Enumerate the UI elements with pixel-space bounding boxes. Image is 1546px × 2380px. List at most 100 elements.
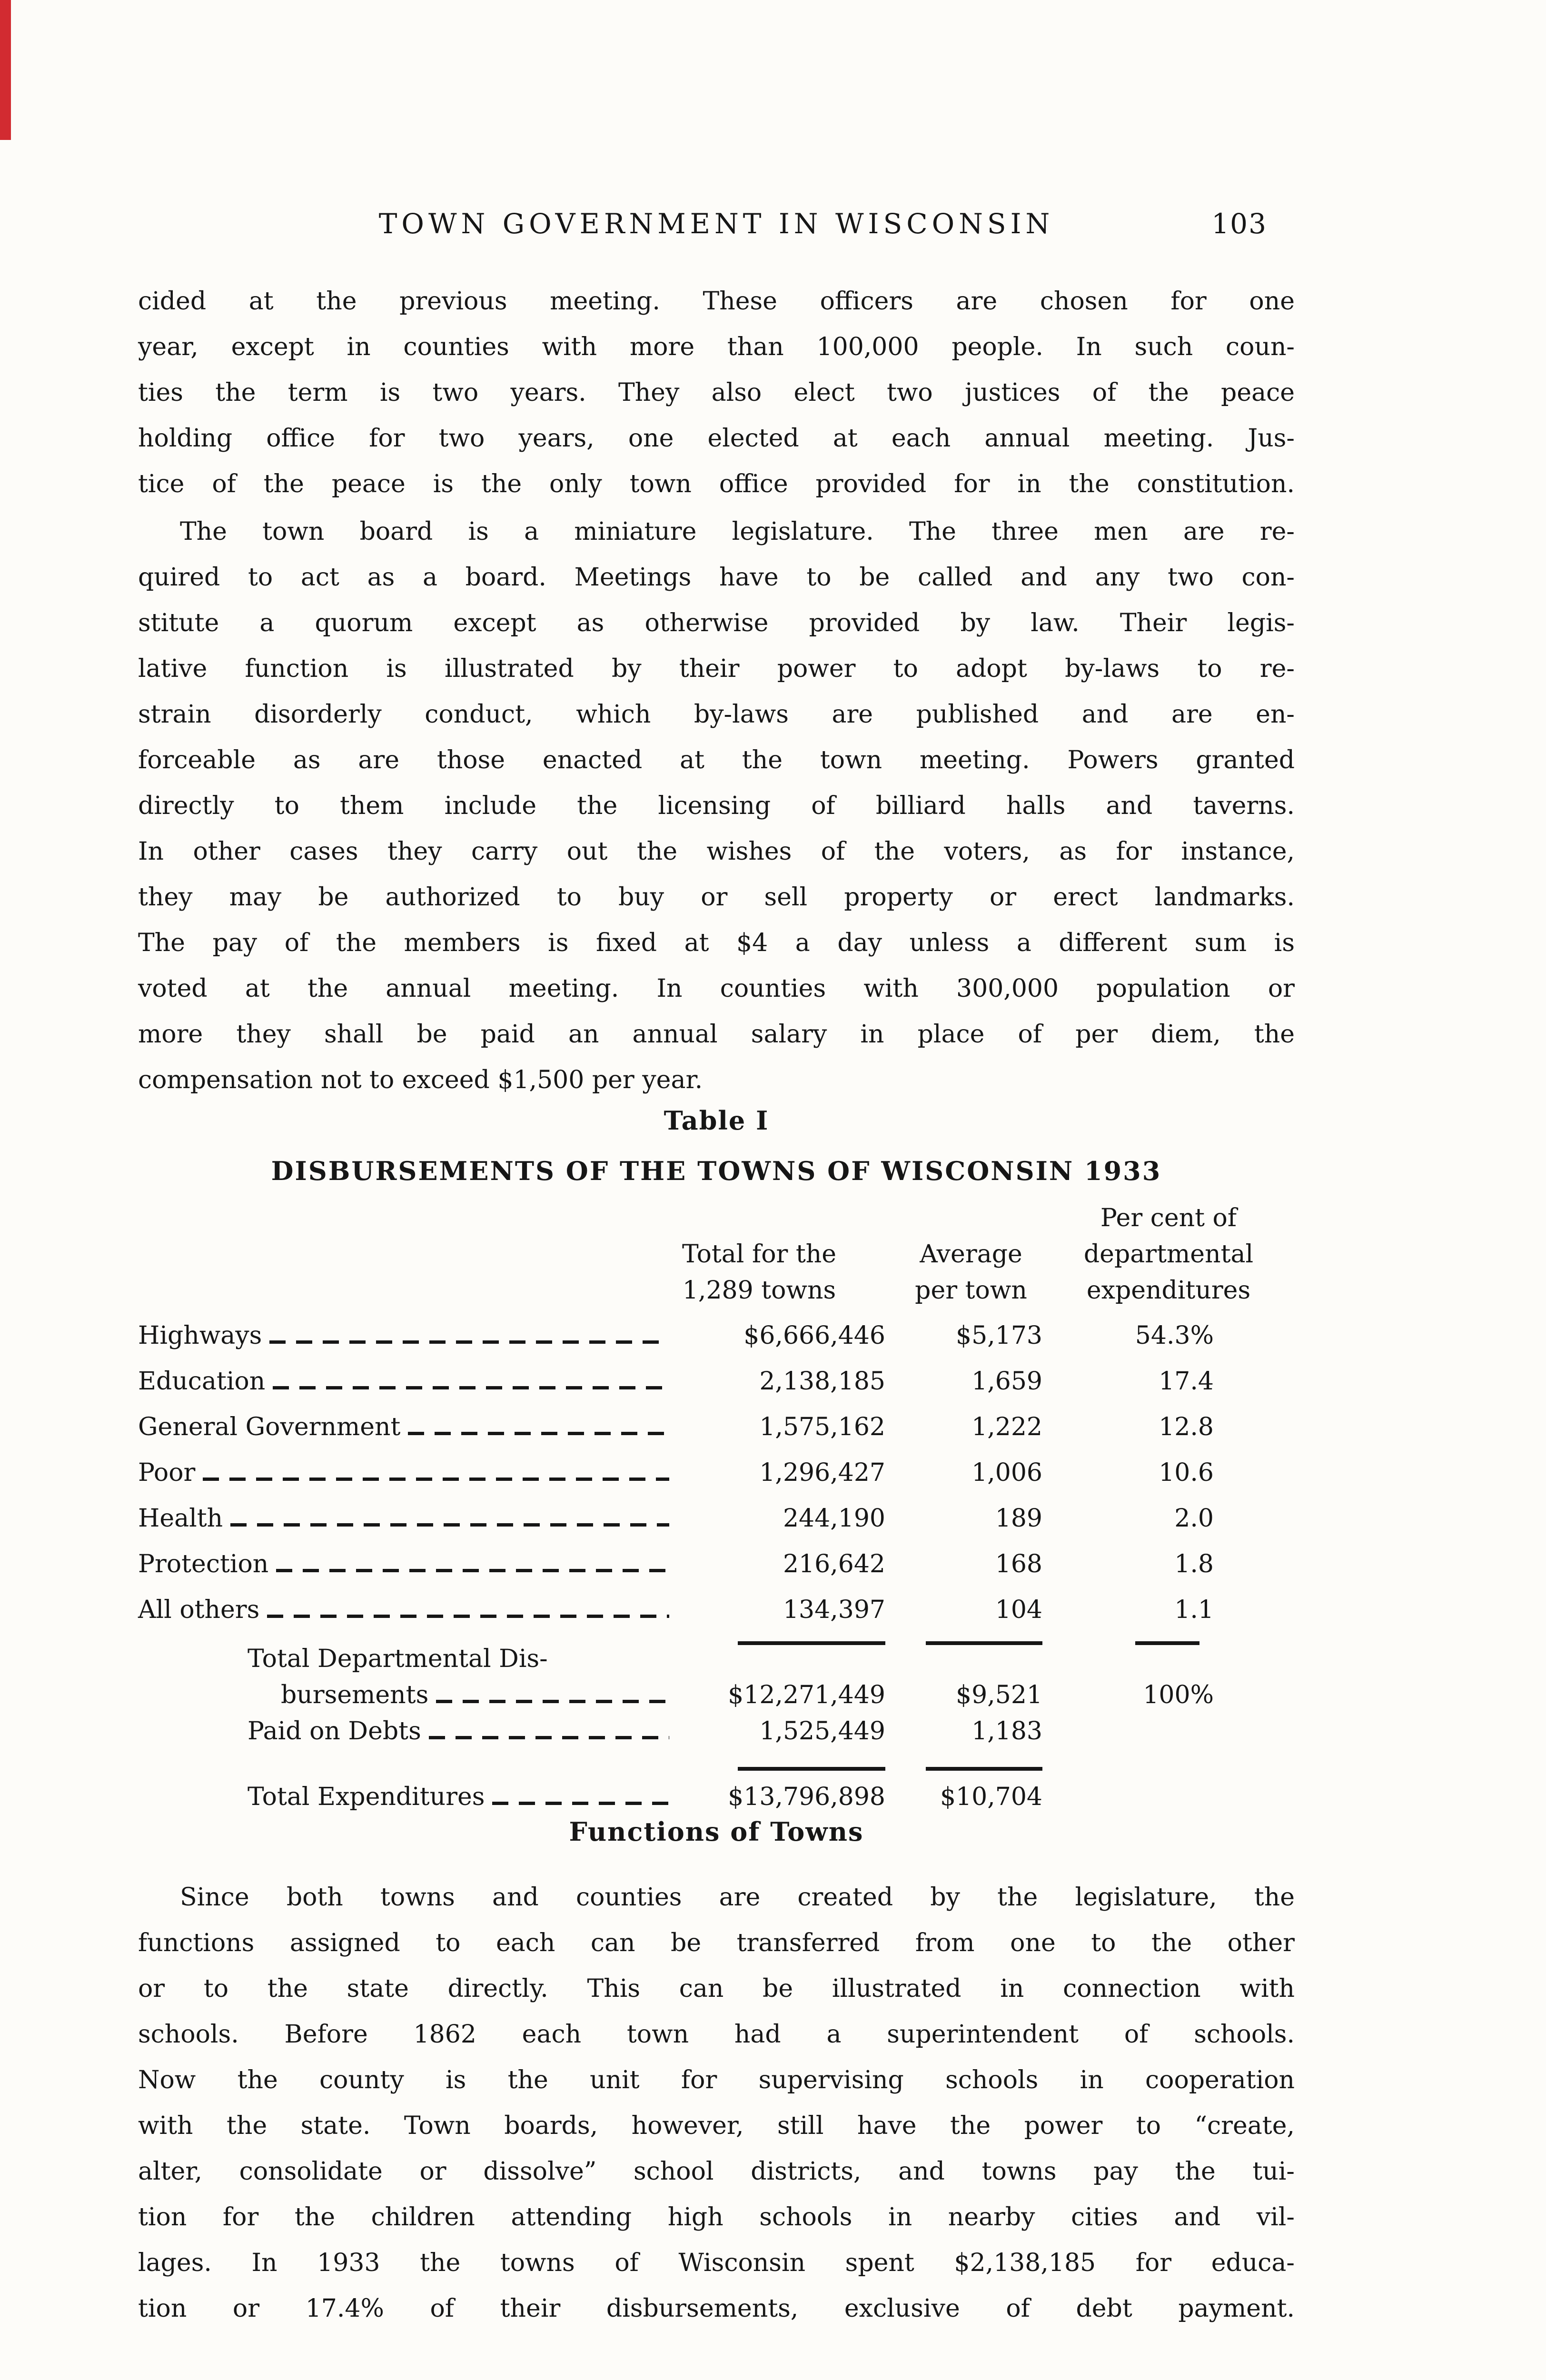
table-caption: Table I	[664, 1105, 769, 1136]
dash-leader	[273, 1386, 669, 1389]
text-line: quired to act as a board. Meetings have …	[138, 563, 1295, 592]
paragraph-2: The town board is a miniature legislatur…	[138, 509, 1295, 1103]
text-line: strain disorderly conduct, which by-laws…	[138, 700, 1295, 729]
cell-total: 1,296,427	[759, 1458, 885, 1487]
text-line: tice of the peace is the only town offic…	[138, 470, 1295, 498]
row-label: Education	[138, 1367, 266, 1396]
cell-average: $10,704	[940, 1783, 1042, 1811]
text-line: forceable as are those enacted at the to…	[138, 746, 1295, 774]
row-label: Highways	[138, 1321, 262, 1350]
cell-total: 216,642	[783, 1550, 885, 1578]
column-header-line: Per cent of	[1100, 1204, 1237, 1232]
cell-percent: 1.8	[1174, 1550, 1214, 1578]
column-rule	[738, 1767, 885, 1771]
paragraph-1: cided at the previous meeting. These off…	[138, 278, 1295, 507]
paragraph-3: Since both towns and counties are create…	[138, 1874, 1295, 2331]
column-rule	[926, 1767, 1042, 1771]
running-head-title: TOWN GOVERNMENT IN WISCONSIN	[378, 208, 1054, 240]
cell-percent: 54.3%	[1135, 1321, 1214, 1350]
text-line: The pay of the members is fixed at $4 a …	[138, 929, 1295, 957]
table-row: Protection 216,642 168 1.8	[138, 1541, 1295, 1587]
column-header-percent: Per cent of departmental expenditures	[1042, 1200, 1295, 1309]
column-header-line: Total for the	[682, 1240, 837, 1269]
text-line: year, except in counties with more than …	[138, 333, 1295, 361]
table-row-total-expenditures: Total Expenditures $13,796,898 $10,704	[138, 1779, 1295, 1815]
cell-average: 1,659	[971, 1367, 1042, 1396]
row-label: Protection	[138, 1550, 269, 1578]
cell-percent: 2.0	[1174, 1504, 1214, 1533]
text-line: lative function is illustrated by their …	[138, 654, 1295, 683]
table-row-total-departmental-2: bursements $12,271,449 $9,521 100%	[138, 1677, 1295, 1713]
text-line: Since both towns and counties are create…	[180, 1883, 1295, 1912]
cell-average: 104	[995, 1596, 1042, 1624]
row-label: bursements	[281, 1681, 429, 1709]
row-label: Poor	[138, 1458, 196, 1487]
text-line: or to the state directly. This can be il…	[138, 1974, 1295, 2003]
cell-total: 1,525,449	[759, 1717, 885, 1745]
cell-total: 1,575,162	[759, 1413, 885, 1441]
text-line: holding office for two years, one electe…	[138, 424, 1295, 453]
dash-leader	[428, 1736, 669, 1739]
cell-average: $9,521	[956, 1681, 1042, 1709]
dash-leader	[203, 1478, 669, 1481]
text-line: lages. In 1933 the towns of Wisconsin sp…	[138, 2249, 1295, 2277]
column-rule	[1135, 1641, 1199, 1645]
dash-leader	[276, 1569, 669, 1572]
cell-average: 1,183	[971, 1717, 1042, 1745]
text-line: alter, consolidate or dissolve” school d…	[138, 2157, 1295, 2186]
text-line: Now the county is the unit for supervisi…	[138, 2066, 1295, 2094]
column-header-line: Average	[920, 1240, 1022, 1269]
dash-leader	[408, 1432, 669, 1435]
text-line: ties the term is two years. They also el…	[138, 378, 1295, 407]
cell-percent: 1.1	[1174, 1596, 1214, 1624]
table-row: Health 244,190 189 2.0	[138, 1496, 1295, 1541]
table-grand-total: Total Expenditures $13,796,898 $10,704	[138, 1779, 1295, 1815]
table-body: Highways $6,666,446 $5,173 54.3% Education 2,…	[138, 1313, 1295, 1633]
cell-percent: 100%	[1143, 1681, 1214, 1709]
column-header-line: per town	[915, 1276, 1027, 1305]
row-label: General Government	[138, 1413, 401, 1441]
dash-leader	[269, 1340, 669, 1344]
text-line: tion or 17.4% of their disbursements, ex…	[138, 2294, 1295, 2323]
column-header-line: expenditures	[1086, 1276, 1251, 1305]
column-header-total: Total for the 1,289 towns	[645, 1236, 873, 1309]
text-line: they may be authorized to buy or sell pr…	[138, 883, 1295, 912]
dash-leader	[436, 1700, 669, 1703]
text-line: schools. Before 1862 each town had a sup…	[138, 2020, 1295, 2049]
column-rule	[926, 1641, 1042, 1645]
dash-leader	[492, 1802, 669, 1805]
row-label: Total Expenditures	[248, 1783, 485, 1811]
table-row: Poor 1,296,427 1,006 10.6	[138, 1450, 1295, 1496]
text-line: cided at the previous meeting. These off…	[138, 287, 1295, 316]
cell-total: 134,397	[783, 1596, 885, 1624]
cell-percent: 17.4	[1159, 1367, 1214, 1396]
row-label: All others	[138, 1596, 260, 1624]
cell-average: 1,222	[971, 1413, 1042, 1441]
dash-leader	[230, 1523, 669, 1527]
cell-total: 244,190	[783, 1504, 885, 1533]
text-line: more they shall be paid an annual salary…	[138, 1020, 1295, 1049]
column-rule	[738, 1641, 885, 1645]
text-line: functions assigned to each can be transf…	[138, 1929, 1295, 1957]
table-totals: Total Departmental Dis- bursements $12,2…	[138, 1641, 1295, 1749]
row-label: Total Departmental Dis-	[248, 1645, 548, 1673]
table-row-paid-on-debts: Paid on Debts 1,525,449 1,183	[138, 1713, 1295, 1749]
section-heading: Functions of Towns	[569, 1816, 864, 1847]
column-header-line: departmental	[1083, 1240, 1254, 1269]
cell-total: $12,271,449	[728, 1681, 885, 1709]
text-line: voted at the annual meeting. In counties…	[138, 974, 1295, 1003]
dash-leader	[267, 1615, 669, 1618]
column-header-average: Average per town	[892, 1236, 1050, 1309]
text-line: stitute a quorum except as otherwise pro…	[138, 609, 1295, 637]
text-line: In other cases they carry out the wishes…	[138, 837, 1295, 866]
page-content: TOWN GOVERNMENT IN WISCONSIN 103 cided a…	[138, 0, 1295, 2380]
text-line: directly to them include the licensing o…	[138, 792, 1295, 820]
text-line: compensation not to exceed $1,500 per ye…	[138, 1066, 703, 1094]
text-line: with the state. Town boards, however, st…	[138, 2112, 1295, 2140]
text-line: tion for the children attending high sch…	[138, 2203, 1295, 2231]
table-title: DISBURSEMENTS OF THE TOWNS OF WISCONSIN …	[271, 1156, 1162, 1186]
row-label: Health	[138, 1504, 223, 1533]
cell-total: 2,138,185	[759, 1367, 885, 1396]
column-header-line: 1,289 towns	[682, 1276, 836, 1305]
